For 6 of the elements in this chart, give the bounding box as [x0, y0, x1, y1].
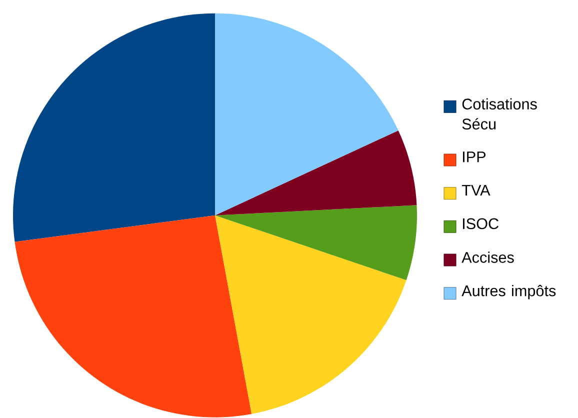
legend-label: TVA	[462, 184, 490, 196]
legend-label: ISOC	[463, 218, 498, 230]
legend-label: Accises	[462, 252, 514, 263]
legend-label: Autres impôts	[462, 284, 556, 300]
legend-label: Cotisations Sécu	[462, 98, 537, 130]
legend-label: IPP	[463, 152, 486, 162]
